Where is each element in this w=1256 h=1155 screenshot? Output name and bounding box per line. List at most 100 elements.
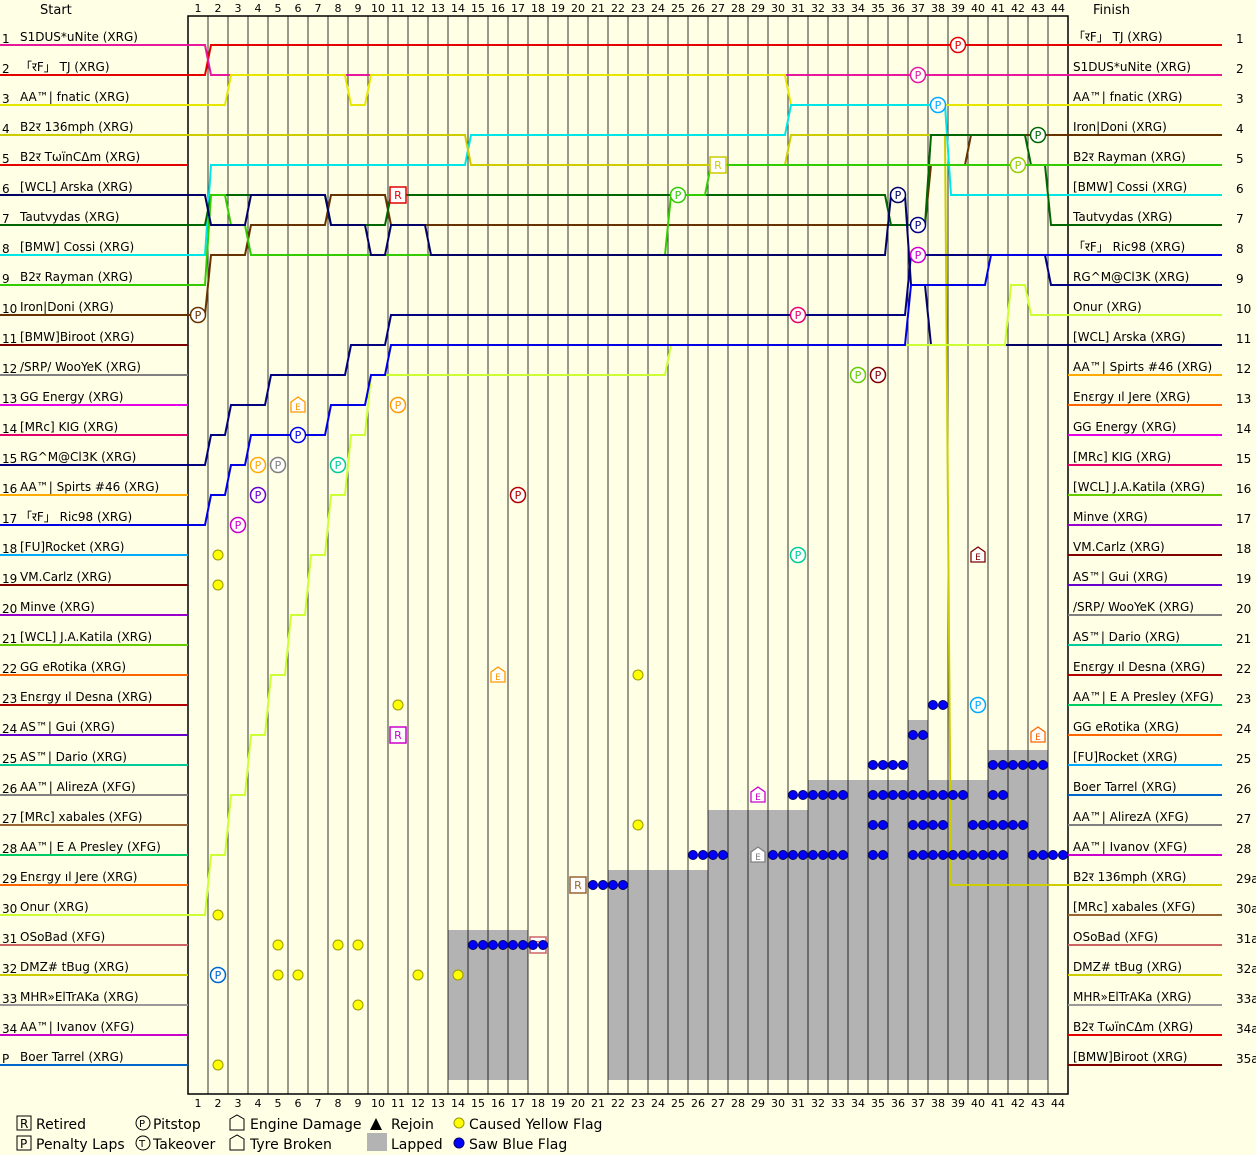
blue-flag-marker — [788, 850, 798, 860]
blue-flag-marker — [778, 850, 788, 860]
lap-tick-bottom: 22 — [611, 1097, 625, 1110]
finish-position-number: 12 — [1236, 362, 1251, 376]
blue-flag-marker — [718, 850, 728, 860]
finish-position-number: 19 — [1236, 572, 1251, 586]
pitstop-marker — [869, 366, 887, 384]
yellow-flag-marker — [272, 969, 284, 981]
pitstop-glyph: P — [395, 399, 402, 412]
lap-tick-bottom: 38 — [931, 1097, 945, 1110]
pitstop-marker — [949, 36, 967, 54]
blue-flag-marker — [988, 790, 998, 800]
finish-position-number: 11 — [1236, 332, 1251, 346]
legend: R Retired P Penalty Laps P Pitstop T Tak… — [16, 1114, 602, 1153]
blue-flag-marker — [918, 790, 928, 800]
blue-flag-marker — [928, 850, 938, 860]
retired-legend-icon — [16, 1115, 32, 1131]
yellow-flag-marker — [352, 999, 364, 1011]
lap-tick-bottom: 30 — [771, 1097, 785, 1110]
finish-driver-label: AA™| Ivanov (XFG) — [1073, 840, 1187, 854]
yellow-flag-marker — [632, 669, 644, 681]
lap-tick-bottom: 13 — [431, 1097, 445, 1110]
finish-driver-label: [FU]Rocket (XRG) — [1073, 750, 1177, 764]
lap-tick-top: 19 — [551, 2, 565, 15]
start-position-number: 29 — [2, 872, 17, 886]
yellow-flag-marker — [452, 969, 464, 981]
start-driver-label: /SRP/ WooYeK (XRG) — [20, 360, 141, 374]
pitstop-glyph: P — [955, 39, 962, 52]
lap-tick-top: 22 — [611, 2, 625, 15]
lap-tick-top: 37 — [911, 2, 925, 15]
pitstop-glyph: P — [895, 189, 902, 202]
lap-tick-bottom: 18 — [531, 1097, 545, 1110]
legend-penalty: Penalty Laps — [36, 1137, 125, 1153]
pitstop-glyph: P — [915, 219, 922, 232]
blue-flag-marker — [958, 790, 968, 800]
blue-flag-marker — [978, 820, 988, 830]
blue-flag-marker — [938, 790, 948, 800]
lapped-legend-icon — [367, 1133, 387, 1151]
pitstop-marker — [669, 186, 687, 204]
blue-flag-legend-icon — [453, 1137, 465, 1149]
blue-flag-marker — [1038, 850, 1048, 860]
retired-legend-glyph: R — [20, 1117, 28, 1131]
start-driver-label: AA™| fnatic (XRG) — [20, 90, 129, 104]
pitstop-glyph: P — [915, 69, 922, 82]
blue-flag-marker — [808, 790, 818, 800]
lap-tick-top: 18 — [531, 2, 545, 15]
blue-flag-marker — [788, 790, 798, 800]
blue-flag-marker — [688, 850, 698, 860]
lap-tick-top: 30 — [771, 2, 785, 15]
legend-yellow: Caused Yellow Flag — [469, 1117, 602, 1133]
blue-flag-marker — [998, 760, 1008, 770]
engine-damage-marker — [290, 396, 306, 413]
start-driver-label: GG eRotika (XRG) — [20, 660, 126, 674]
finish-position-number: 24 — [1236, 722, 1251, 736]
blue-flag-marker — [808, 850, 818, 860]
lap-tick-top: 10 — [371, 2, 385, 15]
pitstop-marker — [249, 456, 267, 474]
blue-flag-marker — [1008, 820, 1018, 830]
lap-tick-top: 26 — [691, 2, 705, 15]
blue-flag-marker — [998, 790, 1008, 800]
yellow-flag-marker — [632, 819, 644, 831]
lap-tick-top: 16 — [491, 2, 505, 15]
blue-flag-marker — [958, 850, 968, 860]
lap-tick-top: 40 — [971, 2, 985, 15]
engine-damage-marker — [1030, 726, 1046, 743]
yellow-flag-marker — [332, 939, 344, 951]
finish-driver-label: [WCL] J.A.Katila (XRG) — [1073, 480, 1205, 494]
finish-position-number: 10 — [1236, 302, 1251, 316]
lap-tick-bottom: 36 — [891, 1097, 905, 1110]
blue-flag-marker — [918, 730, 928, 740]
lap-tick-bottom: 33 — [831, 1097, 845, 1110]
lap-tick-top: 28 — [731, 2, 745, 15]
lap-tick-bottom: 42 — [1011, 1097, 1025, 1110]
engine-damage-glyph: E — [975, 553, 981, 563]
pitstop-glyph: P — [255, 489, 262, 502]
finish-position-number: 4 — [1236, 122, 1244, 136]
lap-tick-bottom: 1 — [195, 1097, 202, 1110]
engine-damage-marker — [750, 786, 766, 803]
lap-tick-bottom: 44 — [1051, 1097, 1065, 1110]
lap-tick-bottom: 11 — [391, 1097, 405, 1110]
lap-tick-top: 13 — [431, 2, 445, 15]
finish-position-number: 13 — [1236, 392, 1251, 406]
tyre-legend-icon — [229, 1134, 245, 1151]
pitstop-glyph: P — [975, 699, 982, 712]
engine-legend-icon — [229, 1114, 245, 1131]
lap-tick-top: 14 — [451, 2, 465, 15]
start-position-number: 27 — [2, 812, 17, 826]
finish-position-number: 34a — [1236, 1022, 1256, 1036]
start-position-number: 8 — [2, 242, 10, 256]
start-position-number: 26 — [2, 782, 17, 796]
lap-tick-bottom: 26 — [691, 1097, 705, 1110]
start-driver-label: [WCL] Arska (XRG) — [20, 180, 133, 194]
retired-glyph: R — [394, 189, 402, 202]
legend-takeover: Takeover — [152, 1137, 215, 1153]
pitstop-marker — [269, 456, 287, 474]
lap-tick-bottom: 37 — [911, 1097, 925, 1110]
start-position-number: 1 — [2, 32, 10, 46]
blue-flag-marker — [818, 850, 828, 860]
finish-position-number: 2 — [1236, 62, 1244, 76]
finish-driver-label: S1DUS*uNite (XRG) — [1073, 60, 1191, 74]
